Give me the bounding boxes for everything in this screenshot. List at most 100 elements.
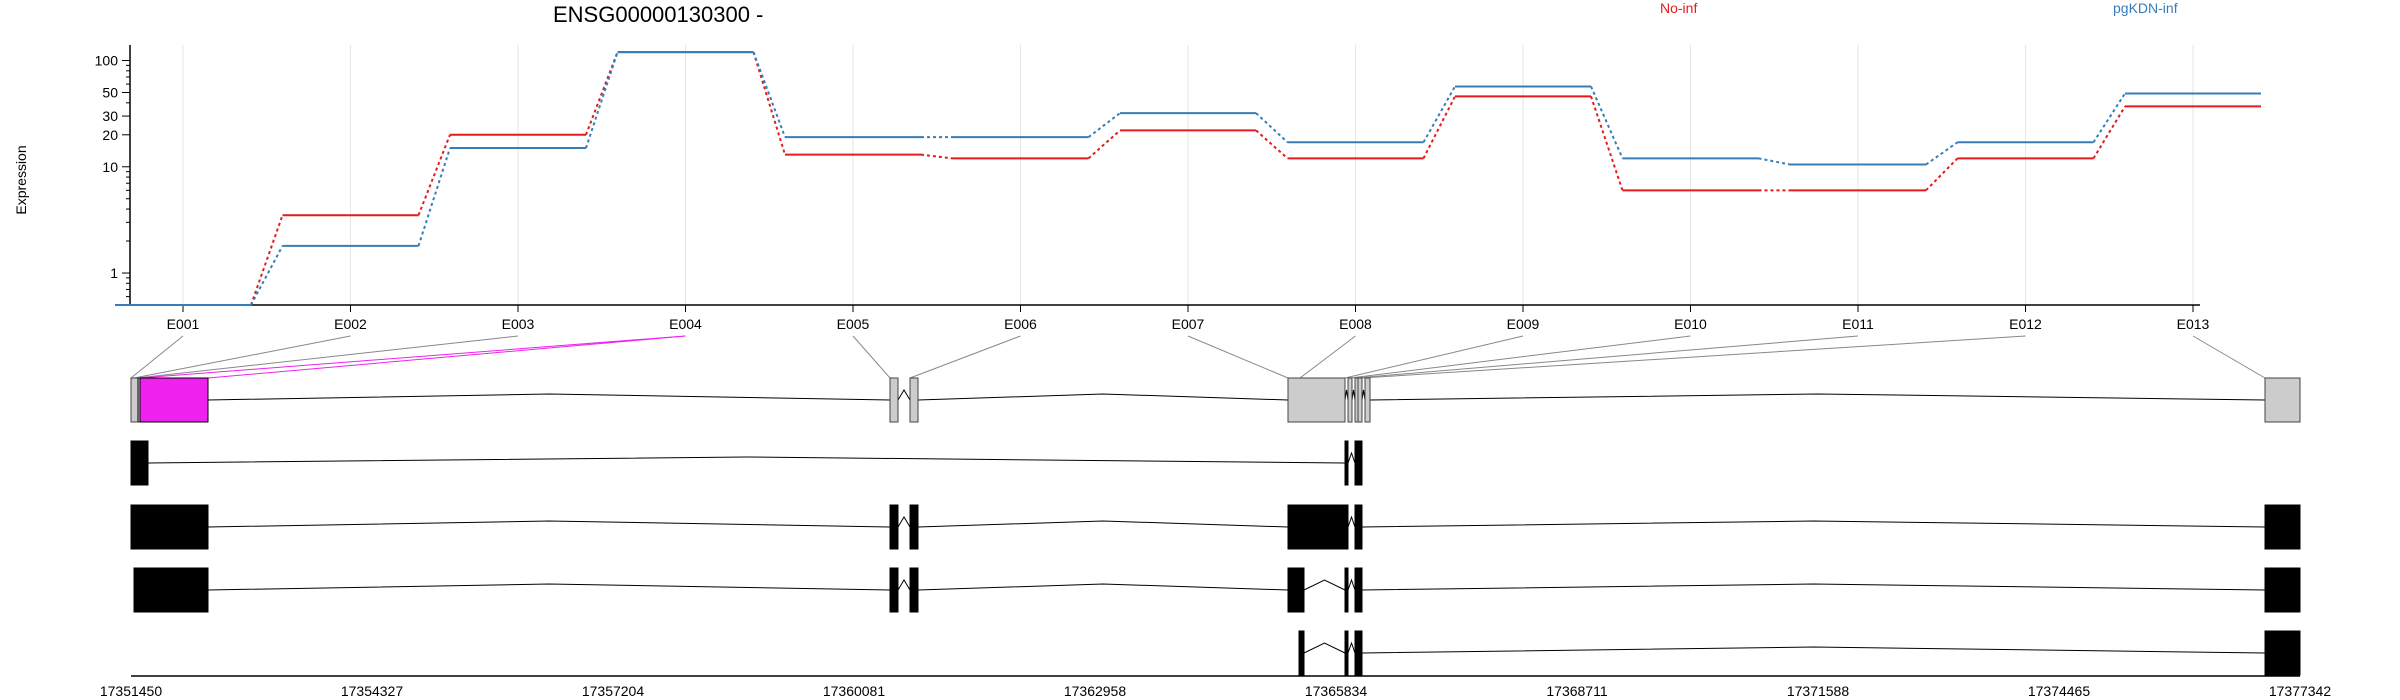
axes: 1 10 20 30 50 100 E001 E002 E003 E004 E005 E006 E007… — [95, 45, 2210, 332]
series-no-inf-connector — [417, 134, 451, 216]
intron-line — [1303, 642, 1346, 654]
series-no-inf-connector — [1255, 129, 1289, 160]
exon-connector-e010 — [1349, 335, 1691, 379]
exon-block — [2264, 377, 2301, 423]
exon-connector-e011 — [1354, 335, 1859, 379]
exon-connector-e008 — [1299, 335, 1356, 379]
exon-block — [133, 567, 209, 613]
genomic-coordinate-axis: 17351450 17354327 17357204 17360081 17362958… — [100, 675, 2332, 699]
intron-line — [207, 393, 891, 401]
y-tick-label-10: 10 — [102, 159, 118, 175]
legend-no-inf: No-inf — [1660, 0, 1697, 16]
x-tick-label-e009: E009 — [1507, 316, 1540, 332]
x-tick-label-e007: E007 — [1172, 316, 1205, 332]
exon-block — [1287, 567, 1305, 613]
coordinate-tick-label: 17362958 — [1064, 683, 1127, 699]
x-tick-label-e006: E006 — [1004, 316, 1037, 332]
intron-line — [1303, 579, 1346, 591]
highlighted-exon-e004 — [139, 377, 209, 423]
intron-line — [917, 393, 1289, 401]
intron-line — [1347, 641, 1356, 654]
y-tick-label-100: 100 — [95, 53, 119, 69]
x-tick-label-e005: E005 — [837, 316, 870, 332]
exon-block — [1347, 377, 1353, 423]
exon-block — [909, 377, 919, 423]
y-axis-label: Expression — [13, 145, 29, 214]
exon-block — [1287, 377, 1346, 423]
chart-title: ENSG00000130300 - — [553, 2, 763, 27]
intron-line — [1361, 583, 2266, 591]
exon-block — [1298, 630, 1305, 676]
coordinate-tick-label: 17360081 — [823, 683, 886, 699]
exon-connector-e001 — [130, 335, 184, 379]
y-tick-label-20: 20 — [102, 127, 118, 143]
series-pgkdn-inf-connector — [585, 51, 619, 149]
grid-lines — [182, 45, 2194, 305]
exon-connectors — [130, 335, 2266, 379]
exon-block — [1354, 630, 1363, 676]
coordinate-tick-label: 17377342 — [2269, 683, 2332, 699]
y-tick-label-50: 50 — [102, 85, 118, 101]
intron-line — [1347, 578, 1356, 591]
exon-block — [889, 377, 899, 423]
intron-line — [207, 583, 891, 591]
exon-block — [2264, 504, 2301, 550]
y-tick-label-1: 1 — [110, 265, 118, 281]
exon-block — [130, 504, 209, 550]
series-pgkdn-inf-connector — [1087, 112, 1121, 138]
series-no-inf-connector — [920, 153, 953, 160]
series-no-inf-connector — [752, 51, 786, 155]
coordinate-tick-label: 17371588 — [1787, 683, 1850, 699]
series-no-inf-connector — [1422, 95, 1456, 159]
exon-connector-e006 — [909, 335, 1021, 379]
x-tick-label-e010: E010 — [1674, 316, 1707, 332]
series-pgkdn-inf-connector — [417, 147, 451, 247]
exon-block — [2264, 630, 2301, 676]
series-pgkdn-inf-connector — [1758, 157, 1791, 166]
series-no-inf-connector — [2092, 105, 2126, 159]
intron-line — [1361, 520, 2266, 528]
intron-line — [207, 520, 891, 528]
y-tick-label-30: 30 — [102, 108, 118, 124]
coordinate-tick-label: 17351450 — [100, 683, 163, 699]
exon-block — [1344, 567, 1349, 613]
series-pgkdn-inf-connector — [1590, 86, 1624, 159]
series-pgkdn-inf-connector — [250, 245, 284, 306]
x-tick-label-e008: E008 — [1339, 316, 1372, 332]
exon-connector-e003 — [136, 335, 519, 379]
series-no-inf-connector — [1925, 157, 1959, 192]
series-pgkdn-inf-connector — [2092, 92, 2126, 143]
series-no-inf-connector — [250, 214, 284, 306]
coordinate-tick-label: 17368711 — [1546, 683, 1607, 699]
transcript-tracks — [130, 377, 2301, 676]
exon-block — [1364, 377, 1371, 423]
x-tick-label-e012: E012 — [2009, 316, 2042, 332]
x-tick-label-e003: E003 — [502, 316, 535, 332]
exon-block — [909, 567, 919, 613]
intron-line — [917, 583, 1289, 591]
exon-block — [2264, 567, 2301, 613]
coordinate-tick-label: 17365834 — [1305, 683, 1368, 699]
intron-line — [1361, 646, 2266, 654]
exon-block — [1344, 440, 1349, 486]
series-pgkdn-inf-connector — [1925, 141, 1959, 166]
exon-connector-e004-right — [207, 335, 686, 379]
exon-connector-e005 — [852, 335, 891, 379]
series-no-inf-connector — [1590, 96, 1624, 191]
x-tick-label-e004: E004 — [669, 316, 702, 332]
intron-line — [1347, 451, 1356, 464]
exon-block — [909, 504, 919, 550]
exon-block — [1354, 440, 1363, 486]
x-tick-label-e002: E002 — [334, 316, 367, 332]
coordinate-tick-label: 17357204 — [582, 683, 645, 699]
intron-line — [1347, 515, 1356, 528]
series-no-inf-connector — [1087, 129, 1121, 160]
x-tick-label-e013: E013 — [2177, 316, 2210, 332]
exon-block — [1354, 504, 1363, 550]
series-no-inf-connector — [585, 51, 619, 136]
coordinate-tick-label: 17354327 — [341, 683, 404, 699]
x-tick-label-e001: E001 — [167, 316, 200, 332]
exon-block — [1357, 377, 1363, 423]
exon-block — [889, 504, 899, 550]
exon-connector-e002 — [133, 335, 351, 379]
